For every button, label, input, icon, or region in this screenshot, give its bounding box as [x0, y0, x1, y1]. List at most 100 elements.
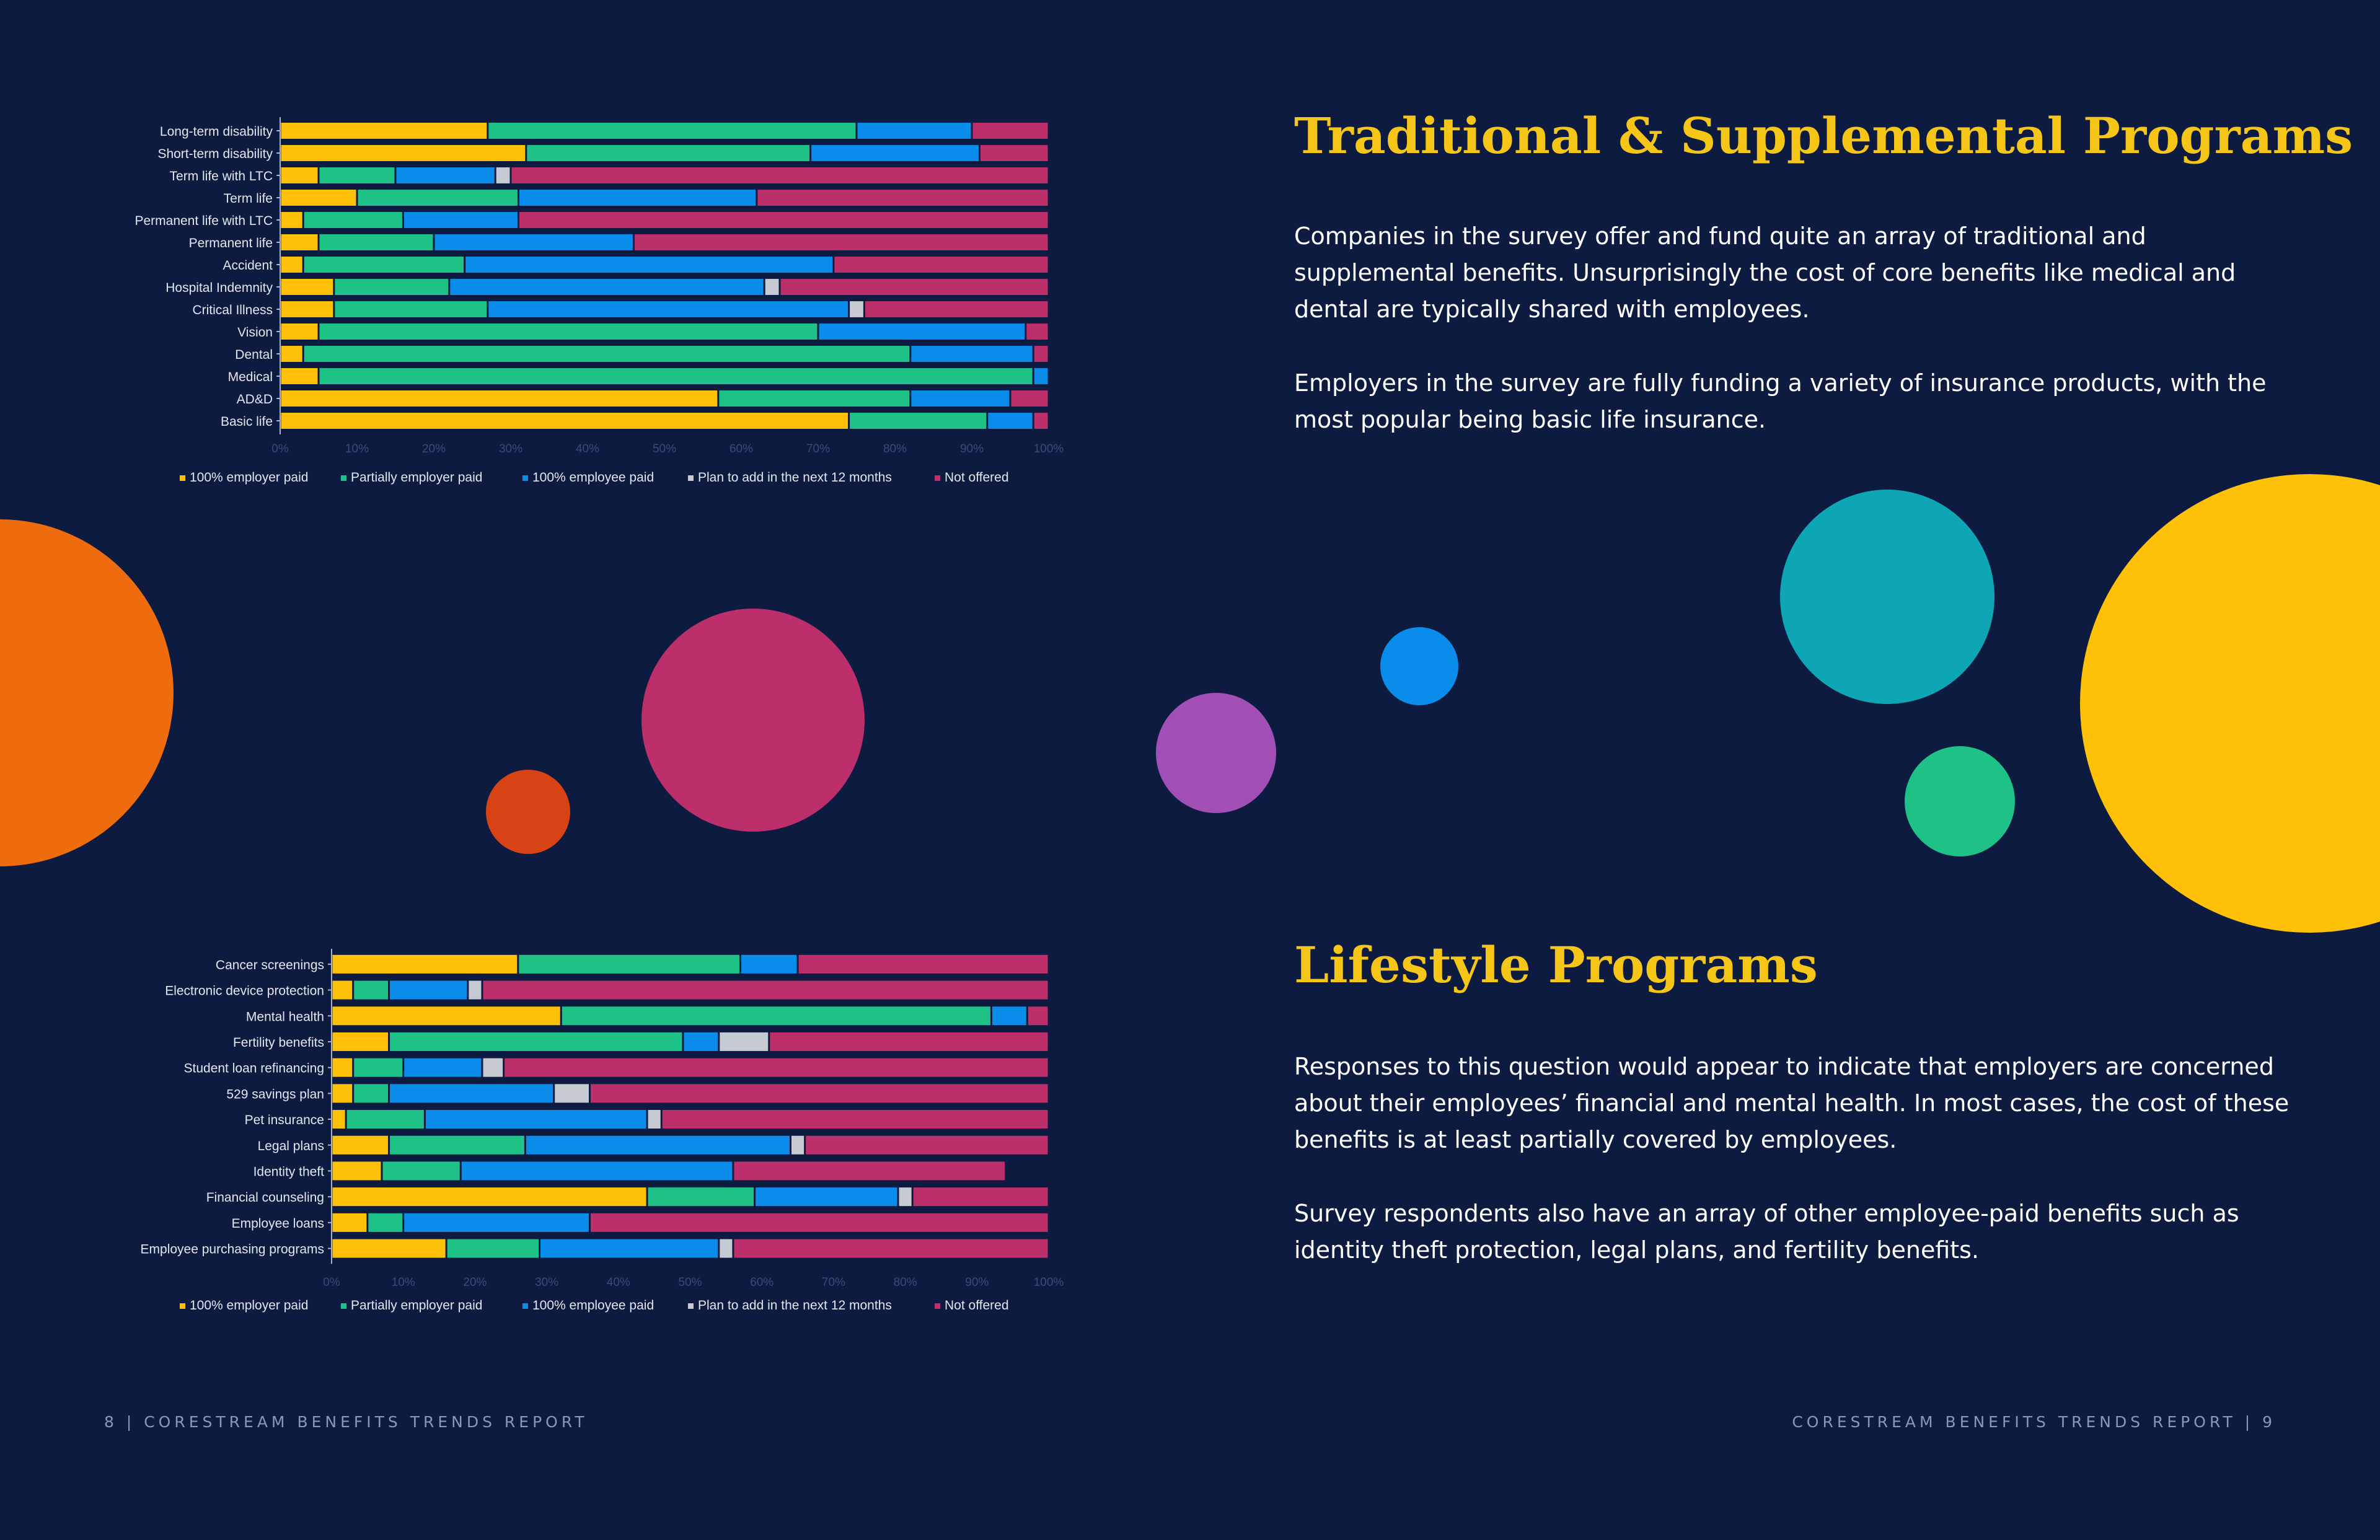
category-label-critical-illness: Critical Illness [192, 303, 273, 317]
bar-pet-insurance-plan-to-add-in-the-next-12-months [648, 1110, 661, 1129]
bar-permanent-life-100-employer-paid [281, 234, 318, 250]
bar-student-loan-refinancing-partially-employer-paid [354, 1058, 403, 1077]
x-tick-label: 50% [653, 442, 676, 455]
legend-swatch-partially-employer-paid [341, 475, 346, 481]
traditional-programs-paragraph-1: Companies in the survey offer and fund q… [1294, 222, 2236, 323]
x-tick-label: 40% [607, 1276, 630, 1289]
x-tick-label: 90% [960, 442, 984, 455]
bar-electronic-device-protection-100-employee-paid [390, 980, 467, 1000]
bar-hospital-indemnity-100-employee-paid [450, 279, 764, 295]
traditional-programs-body: Companies in the survey offer and fund q… [1294, 218, 2311, 475]
x-tick-label: 100% [1034, 1276, 1064, 1289]
bar-pet-insurance-not-offered [662, 1110, 1048, 1129]
bar-electronic-device-protection-plan-to-add-in-the-next-12-months [469, 980, 482, 1000]
bar-identity-theft-100-employer-paid [332, 1161, 381, 1181]
legend-label-plan-to-add-in-the-next-12-months: Plan to add in the next 12 months [698, 470, 892, 485]
bar-financial-counseling-not-offered [913, 1187, 1048, 1207]
x-tick-label: 80% [894, 1276, 917, 1289]
red-circle [486, 770, 570, 854]
category-label-student-loan-refinancing: Student loan refinancing [184, 1062, 325, 1076]
lifestyle-programs-paragraph-2: Survey respondents also have an array of… [1294, 1200, 2239, 1264]
x-tick-label: 0% [323, 1276, 340, 1289]
category-label-medical: Medical [228, 370, 273, 384]
bar-long-term-disability-partially-employer-paid [488, 123, 856, 139]
bar-basic-life-not-offered [1034, 413, 1048, 429]
bar-pet-insurance-partially-employer-paid [346, 1110, 424, 1129]
bar-long-term-disability-not-offered [972, 123, 1048, 139]
bar-accident-100-employer-paid [281, 257, 302, 273]
bar-cancer-screenings-partially-employer-paid [519, 954, 739, 974]
bar-financial-counseling-100-employee-paid [756, 1187, 897, 1207]
bar-term-life-with-ltc-100-employer-paid [281, 167, 318, 183]
bar-medical-100-employee-paid [1034, 368, 1048, 384]
bar-permanent-life-with-ltc-partially-employer-paid [304, 212, 402, 228]
legend-swatch-not-offered [935, 1303, 940, 1309]
bar-basic-life-partially-employer-paid [850, 413, 987, 429]
bar-employee-loans-not-offered [591, 1213, 1048, 1232]
legend-label-100-employer-paid: 100% employer paid [190, 470, 308, 485]
bar-student-loan-refinancing-plan-to-add-in-the-next-12-months [483, 1058, 503, 1077]
legend-label-100-employee-paid: 100% employee paid [532, 470, 654, 485]
bar-vision-100-employee-paid [819, 323, 1025, 340]
x-tick-label: 30% [535, 1276, 558, 1289]
x-tick-label: 100% [1034, 442, 1064, 455]
bar-permanent-life-with-ltc-not-offered [519, 212, 1048, 228]
bar-employee-purchasing-programs-plan-to-add-in-the-next-12-months [720, 1239, 733, 1258]
bar-ad-d-partially-employer-paid [719, 390, 910, 407]
x-tick-label: 30% [499, 442, 522, 455]
bar-term-life-with-ltc-partially-employer-paid [319, 167, 395, 183]
bar-long-term-disability-100-employer-paid [281, 123, 487, 139]
lifestyle-programs-paragraph-1: Responses to this question would appear … [1294, 1053, 2290, 1153]
bar-529-savings-plan-not-offered [591, 1084, 1048, 1103]
bar-accident-partially-employer-paid [304, 257, 464, 273]
bar-critical-illness-not-offered [865, 301, 1048, 317]
bar-financial-counseling-100-employer-paid [332, 1187, 646, 1207]
bar-permanent-life-not-offered [634, 234, 1048, 250]
bar-vision-partially-employer-paid [319, 323, 818, 340]
lifestyle-programs-body: Responses to this question would appear … [1294, 1049, 2311, 1306]
bar-identity-theft-partially-employer-paid [382, 1161, 460, 1181]
bar-mental-health-100-employee-paid [992, 1006, 1026, 1026]
x-tick-label: 90% [965, 1276, 989, 1289]
x-tick-label: 80% [883, 442, 907, 455]
legend-label-100-employee-paid: 100% employee paid [532, 1298, 654, 1313]
category-label-financial-counseling: Financial counseling [206, 1190, 324, 1205]
category-label-term-life-with-ltc: Term life with LTC [170, 169, 273, 183]
x-tick-label: 10% [345, 442, 369, 455]
bar-long-term-disability-100-employee-paid [857, 123, 971, 139]
bar-medical-100-employer-paid [281, 368, 318, 384]
legend-swatch-100-employee-paid [522, 1303, 528, 1309]
bar-dental-100-employer-paid [281, 346, 302, 362]
bar-ad-d-100-employee-paid [911, 390, 1010, 407]
blue-circle [1380, 627, 1458, 705]
orange-circle [0, 519, 174, 866]
category-label-long-term-disability: Long-term disability [160, 125, 273, 139]
category-label-legal-plans: Legal plans [258, 1139, 324, 1153]
bar-ad-d-not-offered [1011, 390, 1048, 407]
bar-accident-100-employee-paid [465, 257, 833, 273]
bar-electronic-device-protection-partially-employer-paid [354, 980, 389, 1000]
category-label-employee-purchasing-programs: Employee purchasing programs [141, 1243, 324, 1257]
bar-short-term-disability-100-employer-paid [281, 145, 526, 161]
bar-student-loan-refinancing-not-offered [505, 1058, 1048, 1077]
category-label-pet-insurance: Pet insurance [245, 1113, 324, 1127]
bar-basic-life-100-employee-paid [988, 413, 1033, 429]
lifestyle-programs-heading: Lifestyle Programs [1294, 936, 1818, 994]
legend-swatch-plan-to-add-in-the-next-12-months [688, 1303, 694, 1309]
category-label-term-life: Term life [224, 191, 273, 206]
bar-fertility-benefits-partially-employer-paid [390, 1032, 682, 1051]
legend-swatch-plan-to-add-in-the-next-12-months [688, 475, 694, 481]
bar-accident-not-offered [834, 257, 1048, 273]
bar-vision-not-offered [1026, 323, 1048, 340]
bar-legal-plans-partially-employer-paid [390, 1135, 524, 1155]
legend-swatch-100-employer-paid [180, 1303, 185, 1309]
bar-employee-loans-partially-employer-paid [368, 1213, 403, 1232]
bar-term-life-not-offered [757, 190, 1048, 206]
x-tick-label: 20% [463, 1276, 487, 1289]
bar-ad-d-100-employer-paid [281, 390, 718, 407]
magenta-circle [641, 609, 865, 832]
category-label-short-term-disability: Short-term disability [157, 147, 273, 161]
legend-swatch-not-offered [935, 475, 940, 481]
